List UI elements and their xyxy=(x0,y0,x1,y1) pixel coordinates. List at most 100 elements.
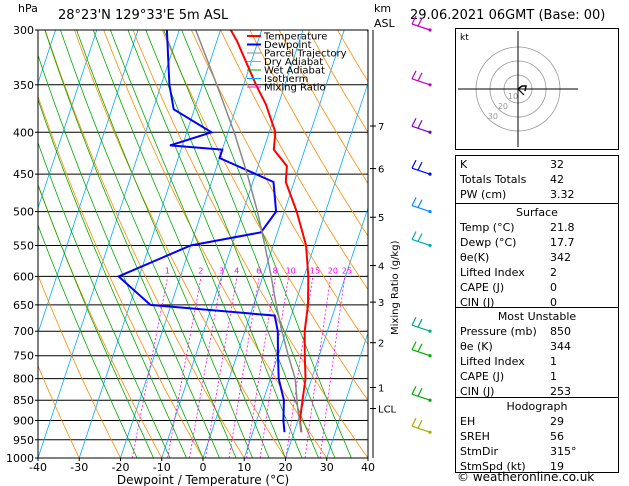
height-tick-label: 2 xyxy=(378,339,384,350)
temperature-tick-label: -20 xyxy=(112,461,130,474)
wet-adiabat-line xyxy=(163,30,336,458)
surface-box: Surface Temp (°C) 21.8 Dewp (°C) 17.7 θe(K… xyxy=(455,204,619,309)
wind-barb-dot xyxy=(428,354,432,358)
wet-adiabat-line xyxy=(38,98,187,458)
hodograph-panel: kt 10 20 30 xyxy=(455,28,619,150)
pressure-unit-label: hPa xyxy=(18,2,38,15)
legend-label: Dry Adiabat xyxy=(264,57,323,68)
legend-label: Parcel Trajectory xyxy=(264,49,347,60)
mixing-ratio-line xyxy=(304,276,332,458)
mixing-ratio-label: 3 xyxy=(219,266,224,275)
temperature-tick-label: -30 xyxy=(70,461,88,474)
temperature-tick-label: 10 xyxy=(237,461,251,474)
height-tick-label: 3 xyxy=(378,298,384,309)
height-tick-label: LCL xyxy=(378,404,397,415)
pressure-tick-label: 950 xyxy=(13,434,34,447)
wind-barb-dot xyxy=(428,83,432,87)
wind-barb xyxy=(411,324,431,332)
wind-barb xyxy=(411,125,431,133)
height-tick-label: 4 xyxy=(378,262,384,273)
pressure-tick-label: 650 xyxy=(13,299,34,312)
wind-barb-dot xyxy=(428,172,432,176)
wet-adiabat-line xyxy=(38,183,154,458)
mu-row: Pressure (mb) 850 xyxy=(460,325,571,338)
pressure-tick-label: 850 xyxy=(13,394,34,407)
wind-barb-flag xyxy=(417,119,423,129)
wind-barb xyxy=(411,349,431,357)
pressure-tick-label: 700 xyxy=(13,325,34,338)
parcel-trajectory-trace xyxy=(195,30,303,433)
surface-title: Surface xyxy=(516,206,558,219)
hodograph-table-title: Hodograph xyxy=(506,400,568,413)
wet-adiabat-line xyxy=(181,30,352,458)
mixing-ratio-line xyxy=(228,276,260,458)
pressure-tick-label: 750 xyxy=(13,350,34,363)
wind-barb-flag xyxy=(411,197,417,206)
wind-barb-flag xyxy=(417,233,423,242)
mixing-ratio-line xyxy=(205,276,238,458)
dry-adiabat-line xyxy=(38,364,80,458)
dry-adiabat-line xyxy=(103,30,328,458)
pressure-tick-label: 300 xyxy=(13,24,34,37)
isotherm-line xyxy=(243,81,368,458)
pressure-tick-label: 900 xyxy=(13,415,34,428)
temperature-tick-label: -10 xyxy=(153,461,171,474)
mixing-ratio-label: 1 xyxy=(165,266,170,275)
mixing-ratio-label: 10 xyxy=(286,266,296,275)
wind-barb-flag xyxy=(411,385,417,395)
surface-row: CAPE (J) 0 xyxy=(460,281,557,294)
wind-barb-flag xyxy=(411,15,417,25)
most-unstable-title: Most Unstable xyxy=(497,310,577,323)
wind-barb-dot xyxy=(428,209,432,214)
wind-barb-flag xyxy=(417,419,423,429)
height-unit-label: km xyxy=(374,2,392,15)
wind-barb-flag xyxy=(411,417,417,427)
wind-barb-dot xyxy=(428,430,432,434)
surface-row: CIN (J) 0 xyxy=(460,296,557,309)
hodograph-ring-label: 30 xyxy=(488,112,498,121)
height-tick-label: 7 xyxy=(378,122,384,133)
index-row-tt: Totals Totals 42 xyxy=(460,173,564,186)
pressure-tick-label: 450 xyxy=(13,168,34,181)
wind-barb-flag xyxy=(411,70,417,80)
mixing-ratio-line xyxy=(319,276,346,458)
hodograph-table-box: Hodograph EH 29 SREH 56 StmDir 315° StmSpd … xyxy=(455,398,619,473)
dry-adiabat-line xyxy=(161,30,368,402)
temperature-tick-label: -40 xyxy=(29,461,47,474)
storm-motion-arrow xyxy=(517,88,525,96)
mixing-ratio-axis-label: Mixing Ratio (g/kg) xyxy=(390,240,401,335)
wind-barb-flag xyxy=(417,387,423,397)
height-ref-label: ASL xyxy=(374,17,395,30)
mixing-ratio-line xyxy=(259,276,289,458)
skewt-traces xyxy=(116,30,310,433)
isotherm-line xyxy=(38,30,180,458)
surface-row: Temp (°C) 21.8 xyxy=(460,221,575,234)
isotherm-line xyxy=(202,30,345,458)
wind-barb xyxy=(411,205,431,213)
wet-adiabat-line xyxy=(38,224,138,458)
wind-barb-flag xyxy=(417,318,423,328)
legend-label: Wet Adiabat xyxy=(264,66,325,77)
wet-adiabat-line xyxy=(38,141,171,458)
location-title: 28°23'N 129°33'E 5m ASL xyxy=(58,8,229,23)
parameter-table: K 32 Totals Totals 42 PW (cm) 3.32 Surface … xyxy=(455,155,619,473)
pressure-tick-label: 1000 xyxy=(6,452,34,465)
mixing-ratio-label: 4 xyxy=(234,266,239,275)
wind-barb-dot xyxy=(428,398,432,402)
dry-adiabat-line xyxy=(220,30,368,291)
hodo-row: StmDir 315° xyxy=(460,445,577,458)
mu-row: Lifted Index 1 xyxy=(460,355,557,368)
wet-adiabat-line xyxy=(38,53,204,458)
mixing-ratio-line xyxy=(131,276,169,458)
surface-row: Lifted Index 2 xyxy=(460,266,557,279)
dry-adiabat-line xyxy=(278,30,368,185)
hodograph-kt-label: kt xyxy=(460,33,469,43)
isotherm-line xyxy=(38,30,98,210)
wind-barb-dot xyxy=(428,130,432,134)
temperature-trace xyxy=(229,30,310,433)
wind-barb-dot xyxy=(428,329,432,333)
wind-barb xyxy=(411,425,431,433)
wind-barb-flag xyxy=(411,159,417,169)
